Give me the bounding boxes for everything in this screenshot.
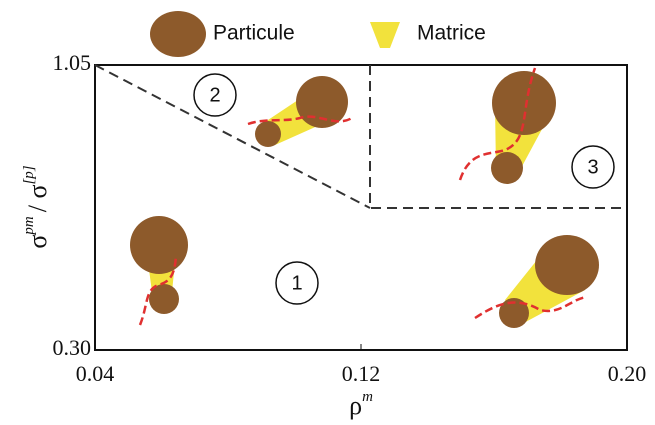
x-tick-label: 0.20 [608,361,647,386]
legend-particle-swatch [150,11,206,57]
region-marker [571,145,615,189]
region-label: 2 [209,84,220,106]
y-tick-label: 1.05 [53,50,92,75]
y-tick-label: 0.30 [53,335,92,360]
y-axis-label-part: pm [21,216,37,236]
x-axis-label: ρm [349,389,373,420]
legend-label: Matrice [417,22,486,45]
x-tick-label: 0.04 [76,361,115,386]
x-axis-label-base: ρ [349,391,362,420]
illustration-region-3 [458,67,556,184]
legend-label: Particule [213,22,295,45]
region-label: 3 [587,156,598,178]
y-axis-label-part: σ [23,235,52,249]
region-label: 1 [291,272,302,294]
illustration-region-1-right [474,235,599,328]
region-marker [275,261,319,305]
region-boundary [94,64,627,209]
x-axis-label-sup: m [362,389,373,405]
illustration-region-1-left [130,216,188,326]
y-axis-label: σpm / σ[p] [21,165,52,248]
region-marker [193,73,237,117]
illustration-region-2 [247,76,353,147]
legend-matrix-swatch [370,22,400,48]
y-axis-label-part: [p] [21,165,37,184]
y-axis-label-part: / σ [23,185,52,213]
x-tick-label: 0.12 [342,361,381,386]
